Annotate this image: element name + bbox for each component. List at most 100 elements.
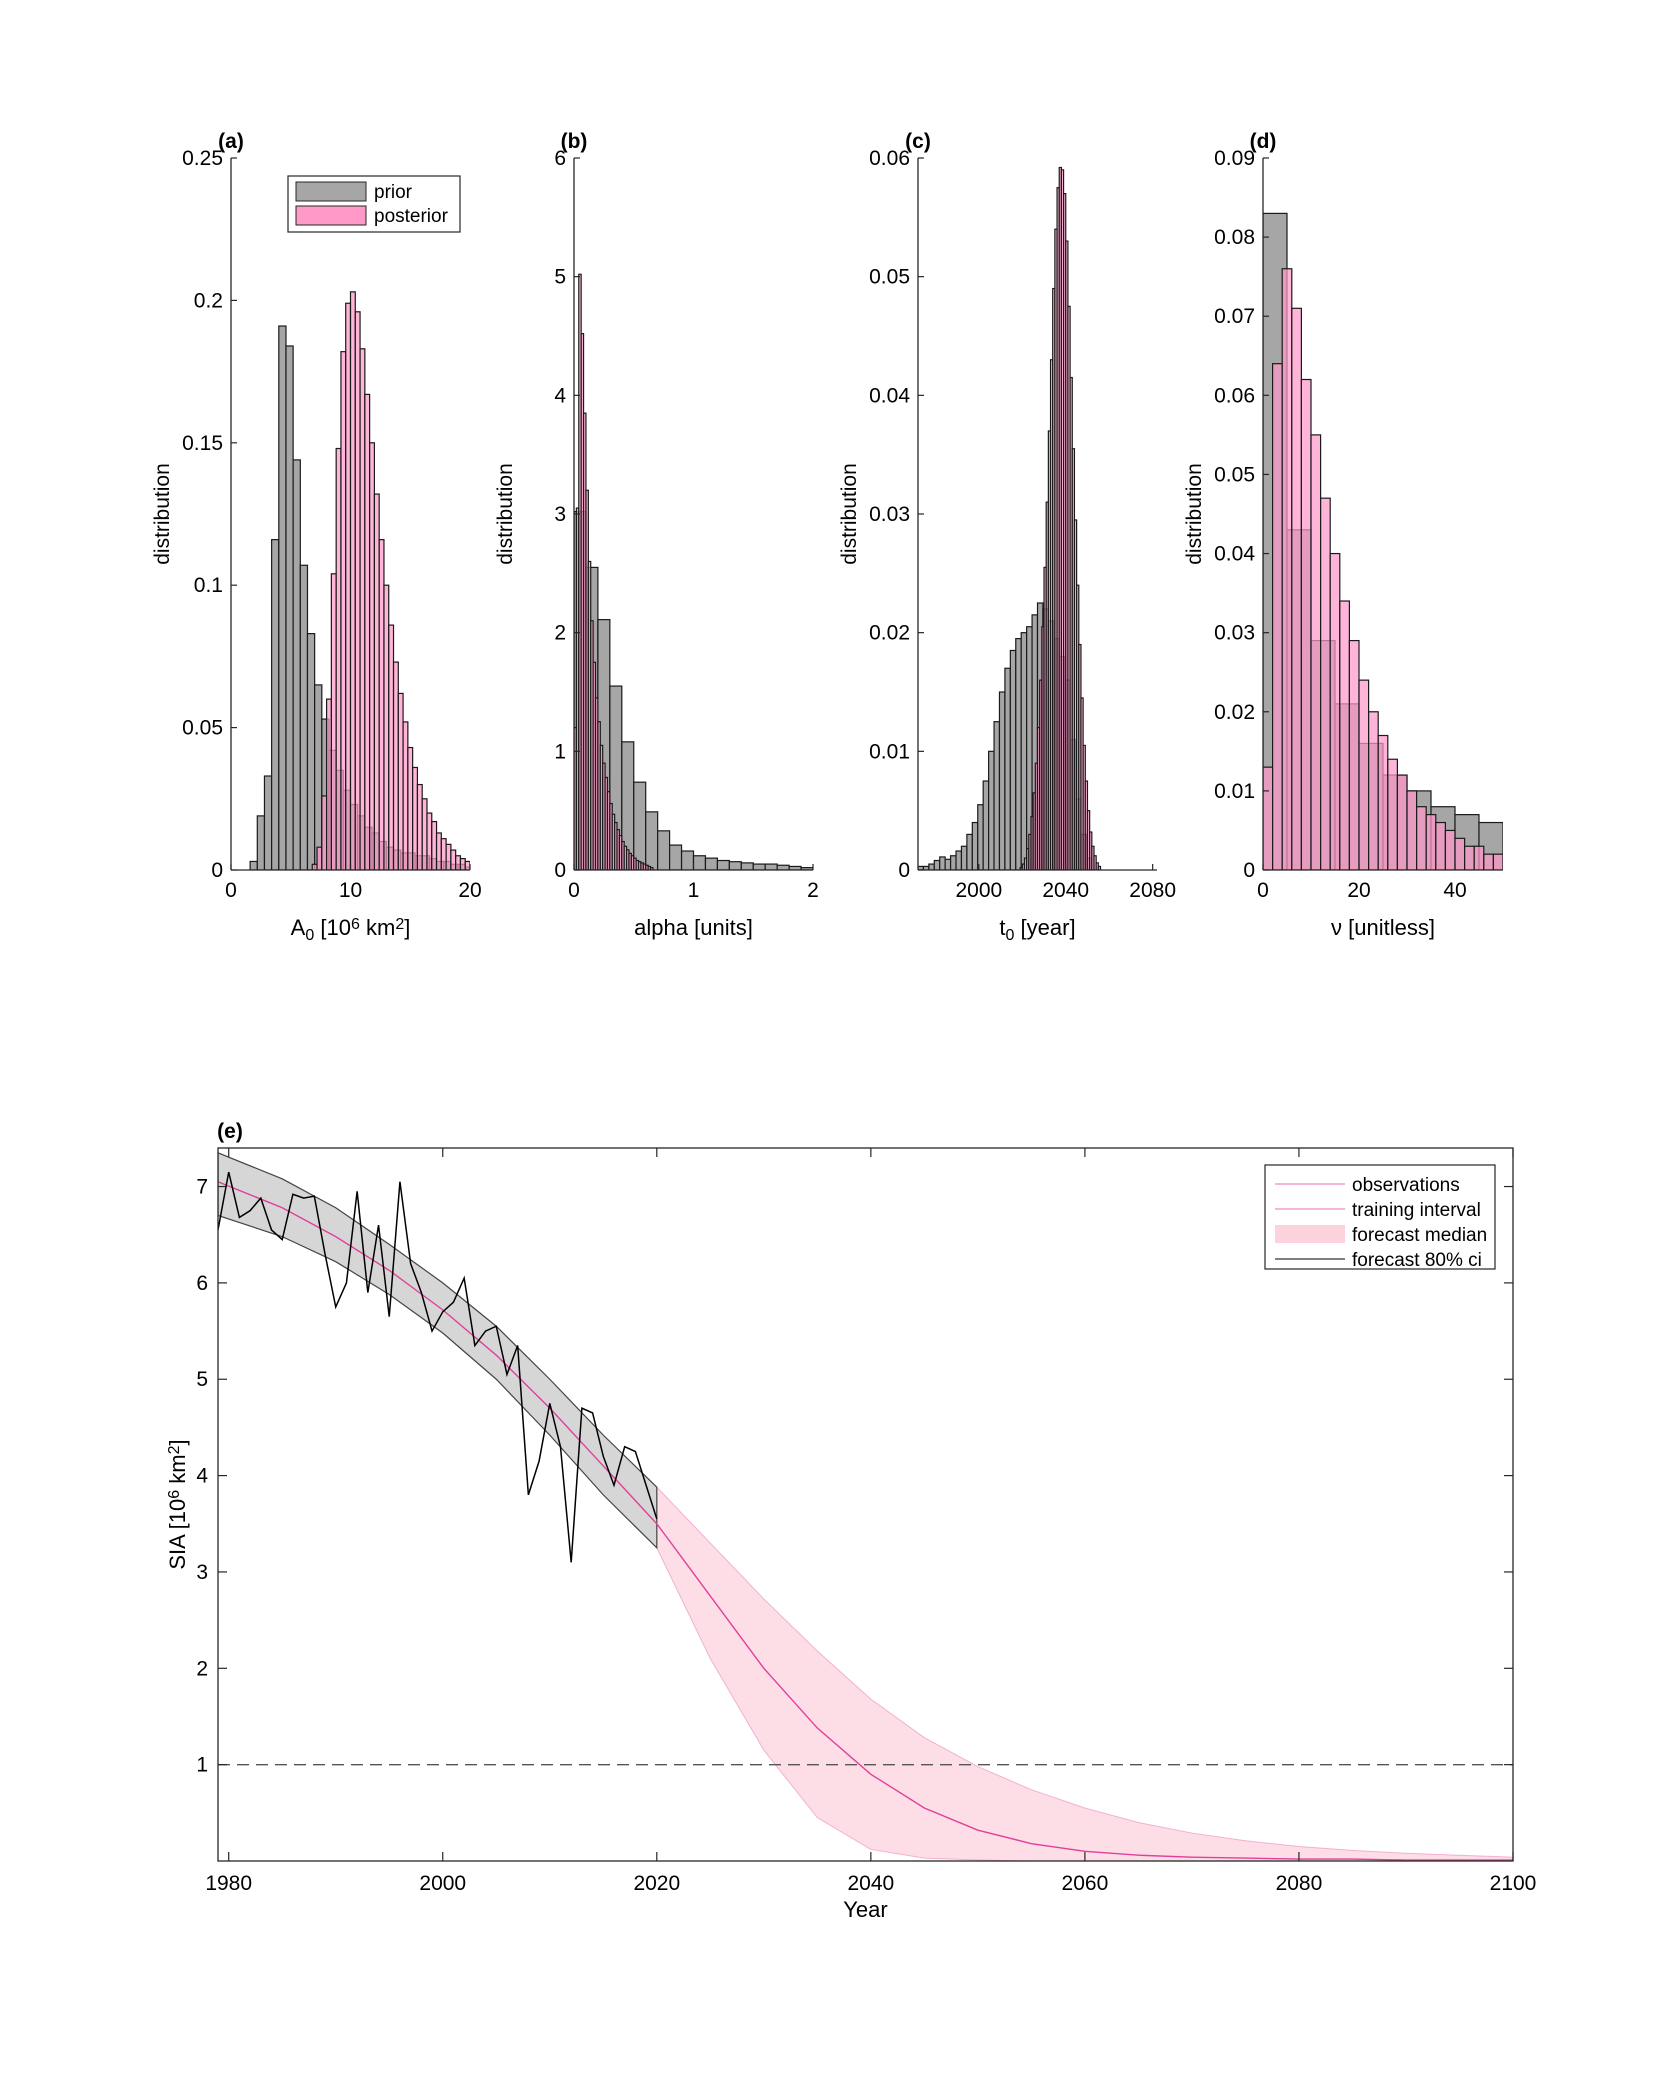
posterior-bar [1463, 845, 1475, 870]
x-axis-label: alpha [units] [634, 915, 753, 940]
posterior-bar [431, 820, 438, 870]
prior-bar [299, 564, 309, 870]
y-axis-label: distribution [494, 463, 517, 565]
posterior-bar [1329, 552, 1341, 870]
prior-bar [1009, 649, 1017, 870]
y-tick-label: 0.01 [1214, 780, 1255, 803]
y-tick-label: 2 [196, 1657, 208, 1680]
x-tick-label: 1980 [205, 1872, 252, 1895]
prior-bar [949, 855, 957, 870]
prior-bar [752, 863, 766, 870]
prior-bar [292, 459, 301, 870]
legend-label: training interval [1352, 1200, 1481, 1221]
x-tick-label: 20 [458, 879, 481, 902]
posterior-bar [407, 746, 414, 870]
posterior-bar [316, 846, 323, 870]
prior-bar [971, 821, 979, 870]
posterior-bar [450, 849, 457, 870]
y-tick-label: 1 [554, 740, 566, 763]
y-tick-label: 0.2 [194, 289, 223, 312]
posterior-bar [397, 692, 404, 870]
posterior-bar [412, 766, 419, 870]
prior-bar [939, 856, 946, 870]
y-tick-label: 0.02 [1214, 701, 1255, 724]
prior-bar [1020, 632, 1028, 870]
bars [1263, 212, 1503, 870]
posterior-bar [364, 393, 371, 870]
prior-bar [285, 345, 294, 870]
posterior-bar [388, 624, 395, 870]
posterior-bar [464, 860, 470, 870]
legend-label: posterior [374, 206, 449, 227]
posterior-bar [1435, 821, 1447, 870]
x-axis-label: Year [843, 1897, 887, 1922]
x-tick-label: 2080 [1276, 1872, 1323, 1895]
x-axis-label: t0 [year] [999, 915, 1075, 944]
y-tick-label: 0 [211, 859, 223, 882]
posterior-bar [1444, 829, 1456, 870]
y-tick-label: 0.01 [869, 740, 910, 763]
y-tick-label: 0.09 [1214, 147, 1255, 170]
prior-bar [955, 850, 963, 870]
posterior-bar [440, 838, 447, 870]
posterior-bar [326, 698, 332, 870]
prior-bar [1004, 667, 1011, 870]
prior-bar [977, 804, 984, 870]
posterior-bar [469, 863, 470, 870]
y-tick-label: 0.1 [194, 574, 223, 597]
y-axis-label: SIA [106 km2] [165, 1439, 190, 1569]
bars [918, 166, 1102, 870]
x-tick-label: 10 [339, 879, 362, 902]
x-tick-label: 0 [568, 879, 580, 902]
posterior-bar [416, 783, 423, 870]
bars [249, 291, 470, 870]
x-tick-label: 2000 [955, 879, 1002, 902]
panel-e: 1 2 3 4 5 6 7 1980 2000 2020 2040 2060 2080 2100 (e) Ye… [165, 1120, 1536, 1922]
x-tick-label: 2040 [847, 1872, 894, 1895]
x-tick-label: 40 [1443, 879, 1466, 902]
posterior-bar [1319, 497, 1331, 870]
y-tick-label: 0.07 [1214, 305, 1255, 328]
posterior-bar [1377, 734, 1389, 870]
posterior-bar [1454, 837, 1466, 870]
x-tick-label: 2 [807, 879, 819, 902]
legend-label: prior [374, 182, 413, 203]
prior-bar [728, 861, 742, 870]
prior-bar [982, 780, 990, 870]
posterior-bar [369, 442, 375, 870]
prior-bar [256, 815, 266, 870]
posterior-bar [1367, 711, 1379, 870]
bars [574, 273, 813, 870]
prior-bar [657, 830, 671, 870]
prior-bar [966, 833, 973, 870]
y-tick-label: 4 [554, 384, 566, 407]
posterior-bar [445, 843, 452, 870]
legend-box [1264, 1164, 1496, 1270]
y-tick-label: 3 [554, 503, 566, 526]
x-axis-label: A0 [106 km2] [291, 915, 411, 944]
prior-bar [933, 859, 941, 870]
prior-bar [271, 539, 280, 870]
posterior-bar [1406, 790, 1418, 870]
prior-bar [776, 864, 790, 870]
panel-d: 0 0.01 0.02 0.03 0.04 0.05 0.06 0.07 0.08 0.09 0 20… [1183, 130, 1503, 940]
forecast-ci-band [656, 1485, 1513, 1861]
panel-label: (c) [905, 130, 931, 153]
y-tick-label: 0.06 [1214, 384, 1255, 407]
y-tick-label: 0 [1243, 859, 1255, 882]
prior-bar [668, 844, 683, 870]
panel-a: 0 0.05 0.1 0.15 0.2 0.25 0 10 20 (a) distribution A… [151, 130, 482, 944]
x-axis-label: ν [unitless] [1331, 915, 1435, 940]
y-tick-label: 5 [554, 266, 566, 289]
prior-bar [764, 863, 778, 870]
prior-bar [278, 325, 287, 870]
posterior-bar [1387, 758, 1399, 870]
training-interval-band [218, 1152, 658, 1550]
posterior-bar [340, 351, 347, 870]
legend-swatch [1275, 1225, 1345, 1243]
posterior-bar [1358, 679, 1370, 870]
observations-line [218, 1171, 658, 1563]
prior-bar [993, 721, 1001, 870]
x-tick-label: 1 [688, 879, 700, 902]
posterior-bar [321, 795, 328, 870]
